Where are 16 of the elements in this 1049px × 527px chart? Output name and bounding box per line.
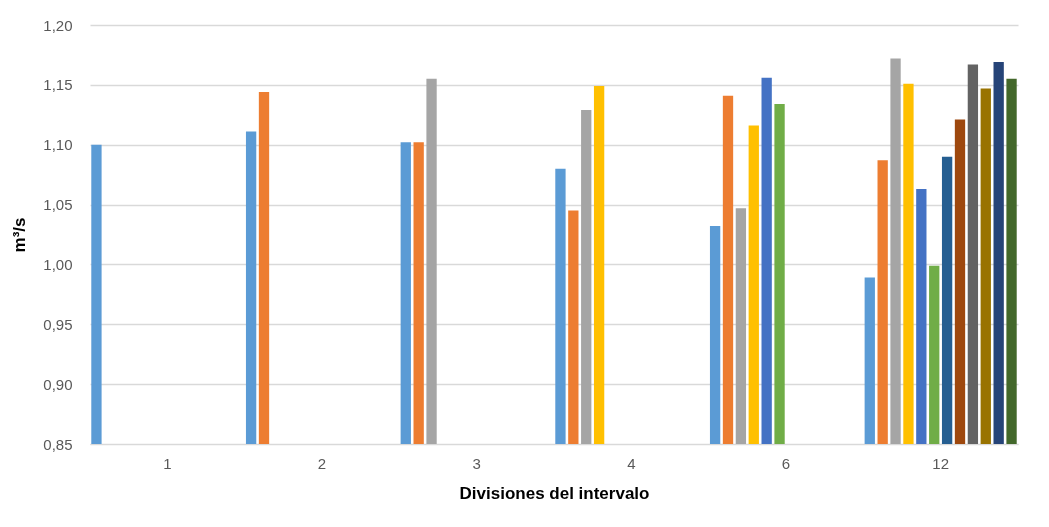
y-tick-label: 1,20 <box>43 16 73 34</box>
y-tick-label: 0,85 <box>43 435 73 453</box>
x-tick-label: 6 <box>781 454 791 472</box>
y-tick-label: 1,00 <box>43 255 73 273</box>
x-tick-label: 12 <box>932 454 950 472</box>
y-tick-label: 0,95 <box>43 315 73 333</box>
y-tick-label: 1,10 <box>43 136 73 154</box>
x-tick-label: 3 <box>472 454 481 472</box>
y-tick-label: 0,90 <box>43 375 73 393</box>
x-tick-label: 1 <box>163 454 172 472</box>
x-axis-title: Divisiones del intervalo <box>459 483 650 503</box>
y-tick-label: 1,05 <box>43 196 73 214</box>
y-tick-label: 1,15 <box>43 76 73 94</box>
x-tick-label: 4 <box>627 454 636 472</box>
y-axis-title: m³/s <box>10 217 30 253</box>
x-tick-label: 2 <box>317 454 327 472</box>
